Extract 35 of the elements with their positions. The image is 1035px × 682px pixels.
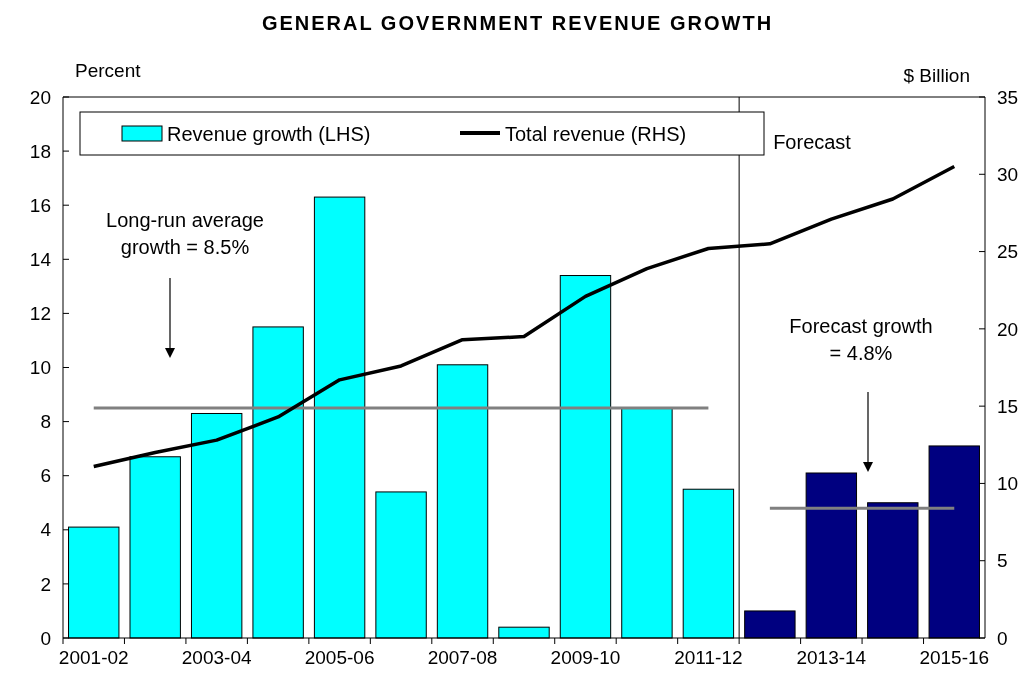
- y-tick-label: 12: [29, 303, 51, 325]
- y-tick-label: 8: [40, 411, 51, 433]
- chart-title: GENERAL GOVERNMENT REVENUE GROWTH: [261, 12, 774, 34]
- y2-tick-label: 10: [997, 473, 1019, 495]
- x-tick-label: 2011-12: [674, 647, 743, 668]
- x-tick-label: 2003-04: [181, 647, 252, 668]
- y2-tick-label: 25: [997, 241, 1019, 263]
- y-tick-label: 20: [29, 86, 51, 108]
- y-tick-label: 18: [29, 140, 51, 162]
- y2-tick-label: 20: [997, 318, 1019, 340]
- x-tick-label: 2013-14: [796, 647, 867, 668]
- annotation: Long-run average growth = 8.5%: [106, 209, 264, 258]
- y2-tick-label: 35: [997, 86, 1019, 108]
- y-tick-label: 2: [40, 573, 51, 595]
- x-tick-label: 2001-02: [58, 647, 129, 668]
- y2-tick-label: 5: [997, 550, 1008, 572]
- legend-label: Total revenue (RHS): [505, 123, 687, 145]
- x-tick-label: 2015-16: [919, 647, 990, 668]
- y2-axis-title: $ Billion: [903, 65, 970, 86]
- y2-tick-label: 0: [997, 627, 1008, 649]
- y-tick-label: 10: [29, 357, 51, 379]
- y-tick-label: 4: [40, 519, 52, 541]
- ref-line-label: Forecast: [773, 131, 852, 153]
- x-tick-label: 2009-10: [550, 647, 621, 668]
- legend-label: Revenue growth (LHS): [167, 123, 371, 145]
- y-tick-label: 0: [40, 627, 51, 649]
- y-tick-label: 16: [29, 194, 51, 216]
- annotation: Forecast growth = 4.8%: [789, 315, 933, 364]
- y-tick-label: 6: [40, 465, 51, 487]
- y-axis-title: Percent: [75, 60, 142, 81]
- x-tick-label: 2005-06: [304, 647, 375, 668]
- y-tick-label: 14: [29, 248, 52, 270]
- x-tick-label: 2007-08: [427, 647, 498, 668]
- y2-tick-label: 15: [997, 395, 1019, 417]
- y2-tick-label: 30: [997, 163, 1019, 185]
